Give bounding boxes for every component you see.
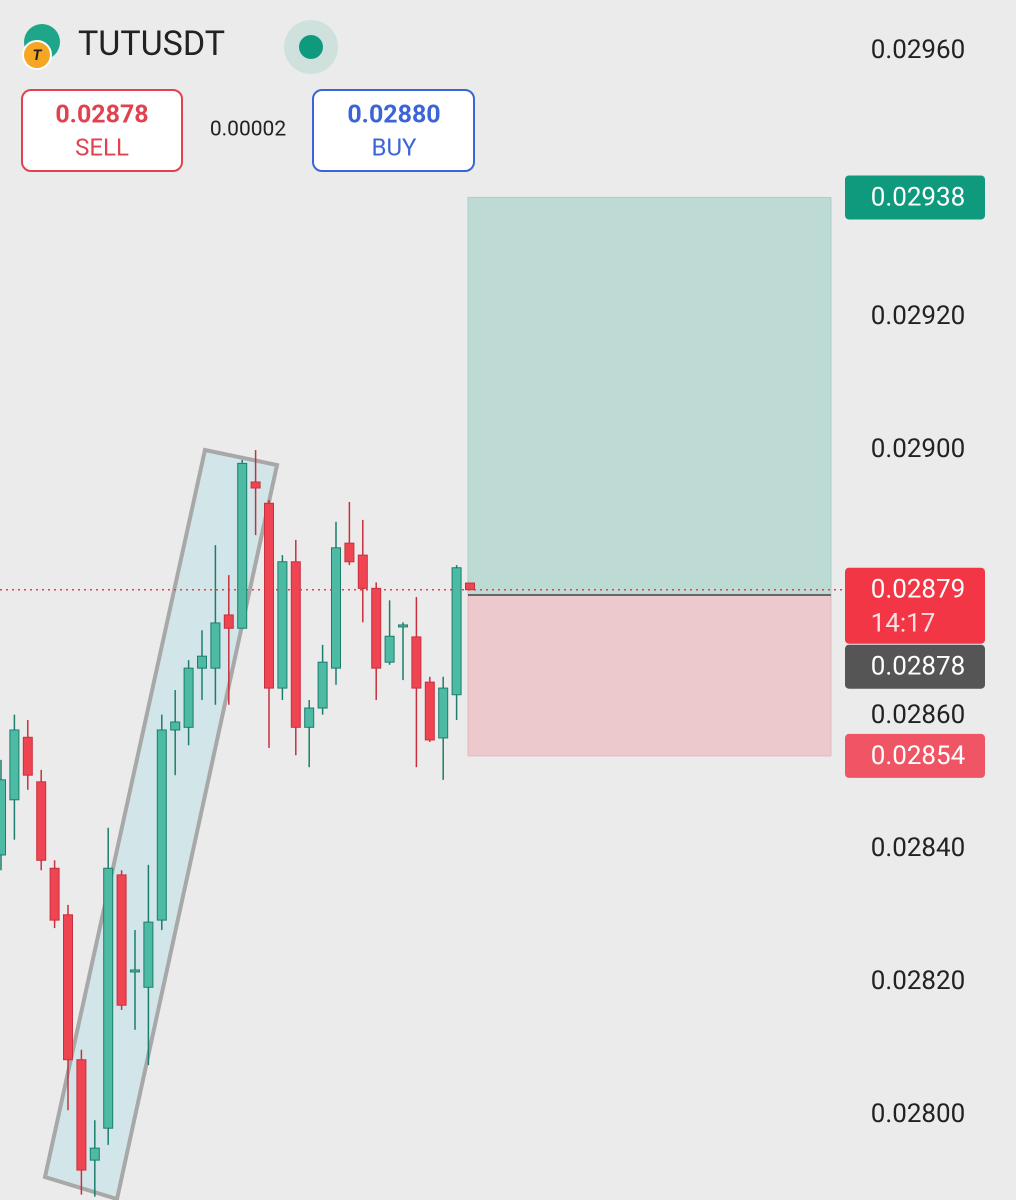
spread: 0.00002 <box>210 118 287 142</box>
loss-zone <box>467 594 832 757</box>
candle-body <box>290 561 301 728</box>
candle-body <box>103 867 114 1129</box>
logo-letter: T <box>32 46 42 64</box>
price-tag-label: 0.02878 <box>871 652 966 682</box>
candle-body <box>317 661 328 709</box>
candle-body <box>331 547 341 669</box>
candle-body <box>89 1147 100 1161</box>
y-tick-label: 0.02900 <box>871 434 966 464</box>
candle-body <box>49 867 60 921</box>
buy-label: BUY <box>372 133 418 161</box>
candle-body <box>398 624 408 628</box>
profit-zone <box>467 196 832 596</box>
candle-body <box>411 636 422 689</box>
y-tick-label: 0.02960 <box>871 35 966 65</box>
price-tag <box>845 733 985 778</box>
candle-body <box>344 542 355 563</box>
logo <box>22 40 52 70</box>
candle-body <box>36 781 47 861</box>
symbol: TUTUSDT <box>78 24 225 64</box>
y-tick-label: 0.02920 <box>871 301 966 331</box>
candle-body <box>197 655 207 669</box>
price-tag-label: 0.02938 <box>871 182 966 212</box>
y-tick-label: 0.02820 <box>871 966 966 996</box>
price-tag-label: 0.02879 <box>871 575 966 605</box>
sell-button[interactable] <box>21 89 183 172</box>
y-tick-label: 0.02860 <box>871 700 966 730</box>
status-dot <box>299 35 323 59</box>
price-tag-label: 0.02854 <box>871 741 966 771</box>
candle-body <box>183 667 194 728</box>
candle-body <box>223 614 234 629</box>
buy-price: 0.02880 <box>347 101 440 130</box>
candle-body <box>170 721 181 731</box>
sell-price: 0.02878 <box>55 101 148 130</box>
y-tick-label: 0.02840 <box>871 833 966 863</box>
candle-body <box>371 587 382 669</box>
candle-body <box>63 914 73 1061</box>
candle-body <box>277 561 288 689</box>
sell-label: SELL <box>75 133 129 161</box>
candle-body <box>210 622 221 669</box>
candle-body <box>0 779 6 856</box>
candle-body <box>9 729 20 801</box>
candle-body <box>116 874 127 1006</box>
candle-body <box>76 1059 87 1171</box>
candle-body <box>130 969 140 973</box>
candle-body <box>22 736 33 776</box>
y-tick-label: 0.02800 <box>871 1099 966 1129</box>
candle-body <box>357 554 368 589</box>
candle-body <box>424 681 435 741</box>
countdown: 14:17 <box>871 609 936 639</box>
buy-button[interactable] <box>312 89 475 172</box>
price-tag <box>845 567 985 644</box>
candle-body <box>237 462 248 629</box>
candle-body <box>438 687 449 739</box>
candle-body <box>304 707 315 728</box>
price-tag <box>845 644 985 689</box>
candle-body <box>384 635 395 663</box>
candle-body <box>264 502 274 689</box>
candle-body <box>143 921 154 988</box>
candle-body <box>465 582 475 591</box>
candle-body <box>451 567 462 696</box>
candle-body <box>156 729 167 921</box>
candle-body <box>250 481 261 489</box>
price-tag <box>845 175 985 220</box>
header: T TUTUSDT 0.02878 SELL 0.00002 0.02880 B… <box>21 20 475 172</box>
